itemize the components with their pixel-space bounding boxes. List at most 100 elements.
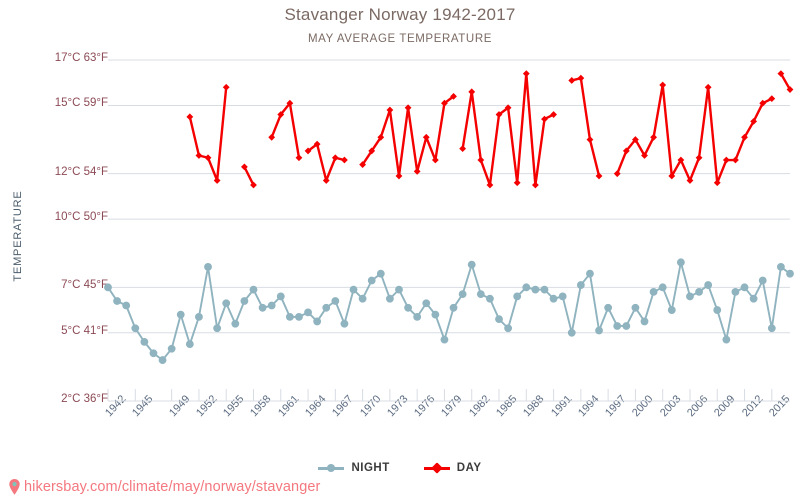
y-tick-label: 15°C 59°F <box>54 97 108 110</box>
data-point <box>295 154 303 162</box>
data-point <box>732 156 739 164</box>
data-point <box>713 306 722 314</box>
data-point <box>704 281 713 289</box>
footer-url-text: hikersbay.com/climate/may/norway/stavang… <box>24 479 321 495</box>
legend-marker-day <box>423 462 450 474</box>
data-point <box>586 136 594 143</box>
data-point <box>468 88 476 96</box>
data-point <box>458 290 467 299</box>
data-point <box>477 156 485 164</box>
data-point <box>459 145 467 153</box>
data-point <box>240 297 249 305</box>
y-tick-label: 5°C 41°F <box>61 324 108 337</box>
data-point <box>686 292 694 301</box>
data-point <box>740 283 749 292</box>
y-tick-label: 10°C 50°F <box>54 211 108 224</box>
data-point <box>395 285 403 294</box>
legend-label-day: DAY <box>456 462 482 474</box>
data-point <box>667 306 676 314</box>
data-point <box>486 294 494 303</box>
data-point <box>604 303 613 312</box>
data-point <box>659 81 667 89</box>
data-point <box>704 83 712 91</box>
data-point <box>258 303 267 312</box>
series-line <box>616 83 774 184</box>
data-point <box>476 290 485 299</box>
data-point <box>504 324 513 333</box>
data-point <box>513 179 521 187</box>
data-point <box>567 328 576 337</box>
data-point <box>541 115 548 123</box>
data-point <box>376 269 385 278</box>
data-point <box>385 294 394 303</box>
data-point <box>513 292 522 301</box>
data-point <box>322 177 330 184</box>
data-point <box>632 136 639 143</box>
data-point <box>304 308 312 317</box>
data-point <box>286 99 294 107</box>
data-point <box>786 269 794 278</box>
data-point <box>759 99 767 107</box>
footer-source[interactable]: hikersbay.com/climate/may/norway/stavang… <box>8 479 320 495</box>
data-point <box>231 319 240 328</box>
data-point <box>658 283 667 292</box>
data-point <box>276 292 285 301</box>
location-pin-icon <box>9 479 20 495</box>
data-point <box>467 260 476 269</box>
data-point <box>404 303 412 312</box>
data-point <box>750 117 758 125</box>
data-point <box>686 177 694 184</box>
data-point <box>395 172 403 180</box>
data-point <box>222 83 230 91</box>
data-point <box>695 287 703 296</box>
chart-legend: NIGHT DAY <box>0 462 800 474</box>
data-point <box>622 147 630 155</box>
legend-marker-night <box>318 463 345 473</box>
data-point <box>595 172 603 180</box>
data-point <box>522 70 530 78</box>
data-point <box>267 301 276 310</box>
series-line <box>188 86 228 182</box>
data-point <box>713 179 721 187</box>
data-point <box>213 177 221 184</box>
data-point <box>195 152 203 159</box>
data-point <box>340 319 349 328</box>
data-point <box>450 92 457 100</box>
data-point <box>531 285 540 294</box>
data-point <box>358 294 367 303</box>
chart-subtitle: MAY AVERAGE TEMPERATURE <box>308 33 492 45</box>
data-point <box>413 312 422 321</box>
data-point <box>131 324 140 333</box>
data-point <box>522 283 531 292</box>
data-point <box>149 349 158 358</box>
data-point <box>277 111 285 118</box>
data-point <box>622 322 631 330</box>
data-point <box>449 303 458 312</box>
y-tick-label: 7°C 45°F <box>61 279 108 292</box>
data-point <box>431 310 440 319</box>
data-point <box>613 322 622 330</box>
data-point <box>741 133 748 141</box>
legend-item-day[interactable]: DAY <box>423 462 482 474</box>
data-point <box>241 163 248 171</box>
data-point <box>295 312 303 321</box>
data-point <box>495 315 503 324</box>
data-point <box>113 297 121 305</box>
data-point <box>104 283 112 292</box>
data-point <box>422 299 431 308</box>
series-line <box>243 165 255 187</box>
data-point <box>195 312 203 321</box>
data-point <box>731 287 740 296</box>
data-point <box>359 161 367 168</box>
data-point <box>440 335 449 344</box>
data-point <box>649 287 658 296</box>
data-point <box>695 154 703 162</box>
legend-item-night[interactable]: NIGHT <box>318 462 389 474</box>
data-point <box>631 303 640 312</box>
y-axis-labels: 17°C 63°F 15°C 59°F 12°C 54°F 10°C 50°F 7°C … <box>0 0 108 500</box>
data-point <box>304 147 312 155</box>
data-point <box>586 269 594 278</box>
data-point <box>777 262 785 271</box>
